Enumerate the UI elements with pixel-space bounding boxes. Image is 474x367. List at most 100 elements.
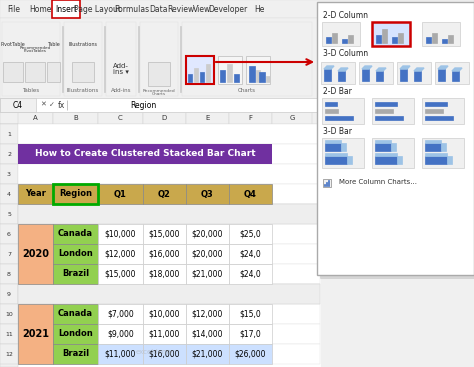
Text: $10,000: $10,000: [149, 309, 180, 319]
Bar: [375, 143, 391, 151]
Bar: [18, 304, 53, 364]
Bar: [229, 264, 272, 284]
Bar: [62, 26, 63, 92]
Bar: [98, 224, 143, 244]
Bar: [186, 244, 229, 264]
Bar: [227, 64, 232, 82]
Bar: [391, 143, 396, 151]
Bar: [53, 344, 98, 364]
Text: 12: 12: [5, 352, 13, 356]
Text: Q4: Q4: [244, 189, 257, 199]
Text: $15,000: $15,000: [149, 229, 180, 239]
Text: Developer: Developer: [209, 4, 247, 14]
Bar: [382, 29, 387, 43]
Bar: [218, 56, 242, 84]
Bar: [52, 0, 80, 18]
Text: Canada: Canada: [58, 229, 93, 239]
Bar: [0, 324, 18, 344]
Bar: [272, 112, 312, 124]
Bar: [249, 66, 255, 82]
Bar: [18, 304, 320, 324]
Bar: [322, 98, 364, 124]
Bar: [375, 102, 397, 106]
Bar: [325, 143, 341, 151]
Bar: [98, 324, 143, 344]
Bar: [326, 182, 327, 186]
Text: PivotTable: PivotTable: [0, 41, 26, 47]
Bar: [53, 304, 98, 324]
Bar: [375, 153, 397, 156]
Polygon shape: [338, 68, 348, 71]
Bar: [18, 124, 320, 144]
Text: Data: Data: [150, 4, 168, 14]
Bar: [143, 344, 186, 364]
Bar: [341, 143, 346, 151]
Text: 2020: 2020: [22, 249, 49, 259]
Bar: [98, 112, 143, 124]
Bar: [18, 112, 53, 124]
Text: $16,000: $16,000: [149, 349, 180, 359]
Text: $12,000: $12,000: [105, 250, 136, 258]
Bar: [180, 26, 181, 92]
Bar: [441, 143, 446, 151]
Bar: [425, 102, 447, 106]
Text: Region: Region: [59, 189, 92, 199]
Bar: [0, 224, 18, 244]
Bar: [229, 324, 272, 344]
Bar: [53, 184, 98, 204]
Text: $15,000: $15,000: [105, 269, 136, 279]
Bar: [425, 140, 441, 143]
Text: 9: 9: [7, 291, 11, 297]
Polygon shape: [414, 68, 424, 71]
Text: $15,0: $15,0: [240, 309, 261, 319]
Bar: [425, 109, 443, 113]
Bar: [0, 124, 18, 367]
Text: $26,000: $26,000: [235, 349, 266, 359]
Bar: [332, 33, 337, 43]
Text: $20,000: $20,000: [192, 229, 223, 239]
Bar: [53, 244, 98, 264]
Bar: [18, 244, 320, 264]
Text: G: G: [289, 115, 295, 121]
Bar: [18, 184, 320, 204]
Bar: [422, 22, 460, 46]
Bar: [148, 62, 170, 86]
Bar: [414, 71, 421, 81]
Text: 8: 8: [7, 272, 11, 276]
Bar: [426, 37, 431, 43]
Bar: [53, 324, 98, 344]
Bar: [186, 324, 229, 344]
Bar: [322, 22, 360, 46]
Text: 2-D Bar: 2-D Bar: [323, 87, 352, 95]
Bar: [325, 156, 347, 164]
Text: Illustrations: Illustrations: [67, 88, 99, 94]
Bar: [448, 35, 453, 43]
Text: Illustrations: Illustrations: [69, 41, 98, 47]
Bar: [372, 98, 414, 124]
Text: Q2: Q2: [158, 189, 171, 199]
Bar: [143, 184, 186, 204]
Bar: [425, 143, 441, 151]
Polygon shape: [362, 66, 372, 69]
Bar: [325, 153, 347, 156]
Bar: [104, 26, 105, 92]
Bar: [372, 138, 414, 168]
Bar: [447, 156, 452, 164]
Bar: [0, 304, 18, 324]
Bar: [186, 56, 214, 84]
Bar: [72, 62, 94, 82]
Text: Q3: Q3: [201, 189, 214, 199]
Bar: [229, 244, 272, 264]
Text: C4: C4: [13, 101, 23, 109]
Bar: [0, 284, 18, 304]
Bar: [2, 22, 60, 96]
Bar: [317, 2, 474, 275]
Text: 3-D Column: 3-D Column: [323, 48, 368, 58]
Bar: [0, 0, 474, 100]
Bar: [18, 204, 320, 224]
Bar: [186, 264, 229, 284]
Text: Q1: Q1: [114, 189, 127, 199]
Bar: [323, 179, 331, 187]
Bar: [397, 62, 431, 84]
Bar: [229, 304, 272, 324]
